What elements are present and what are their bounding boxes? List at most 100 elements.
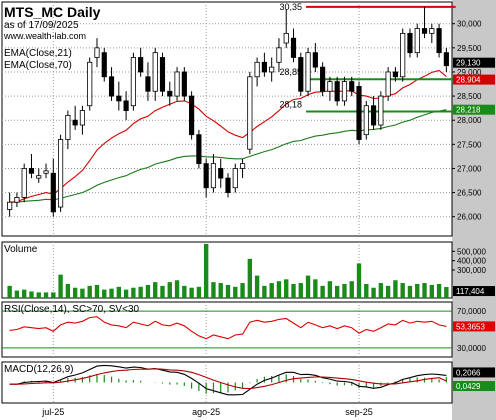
price-tick-label: 27,000 bbox=[457, 164, 482, 173]
candle-body bbox=[429, 28, 435, 34]
volume-bar bbox=[305, 275, 311, 298]
candle-body bbox=[28, 168, 35, 174]
candle bbox=[225, 173, 231, 198]
candle bbox=[356, 81, 362, 145]
volume-bar bbox=[436, 284, 442, 298]
volume-tick-label: 500,000 bbox=[457, 247, 486, 256]
candle bbox=[203, 158, 209, 198]
volume-bar bbox=[7, 285, 12, 298]
volume-bar bbox=[102, 289, 107, 298]
candle-body bbox=[72, 119, 78, 126]
candle-body bbox=[94, 47, 100, 58]
candle bbox=[58, 134, 64, 212]
volume-bar bbox=[298, 283, 303, 298]
candle-body bbox=[312, 52, 318, 68]
candle-body bbox=[363, 105, 369, 136]
support-label: 28,18 bbox=[280, 100, 303, 110]
date-line: as of 17/09/2025 bbox=[4, 20, 79, 31]
volume-bar bbox=[422, 283, 427, 298]
candle bbox=[363, 100, 369, 140]
volume-bar bbox=[356, 263, 362, 298]
volume-bar bbox=[160, 285, 165, 298]
volume-bar bbox=[233, 286, 238, 298]
candle bbox=[436, 23, 442, 58]
candle bbox=[123, 91, 129, 121]
candle bbox=[276, 38, 282, 72]
volume-bar bbox=[269, 283, 274, 298]
candle bbox=[167, 81, 173, 106]
volume-bar bbox=[262, 285, 267, 298]
candle-body bbox=[378, 95, 384, 126]
candle-body bbox=[65, 114, 71, 140]
volume-bar bbox=[138, 286, 143, 298]
rsi-tick-label: 30,0000 bbox=[457, 344, 486, 353]
volume-bar bbox=[415, 284, 420, 298]
candle-body bbox=[232, 168, 238, 189]
volume-bar bbox=[247, 258, 253, 298]
candle bbox=[101, 47, 107, 82]
candle bbox=[232, 163, 238, 193]
panel-frame-macd bbox=[1, 361, 453, 404]
volume-bar bbox=[393, 280, 398, 298]
candle bbox=[218, 158, 224, 188]
candle bbox=[130, 52, 136, 111]
candle-body bbox=[356, 86, 362, 140]
volume-bar bbox=[276, 281, 282, 298]
candle bbox=[36, 168, 42, 183]
candle-body bbox=[58, 139, 64, 208]
candle-body bbox=[36, 175, 42, 179]
volume-bar bbox=[407, 285, 413, 298]
candle bbox=[385, 67, 391, 101]
volume-bar bbox=[167, 282, 172, 298]
candle-body bbox=[290, 37, 297, 58]
candle bbox=[196, 129, 202, 169]
candle bbox=[159, 52, 166, 97]
volume-bar bbox=[14, 290, 20, 298]
volume-bar bbox=[313, 279, 318, 298]
support-label: 28,85 bbox=[280, 67, 303, 77]
price-tick-label: 28,000 bbox=[457, 116, 482, 125]
candle-body bbox=[152, 52, 158, 92]
x-axis-label: sep-25 bbox=[345, 407, 373, 417]
volume-bar bbox=[371, 287, 376, 298]
candle-body bbox=[283, 32, 289, 44]
candle bbox=[87, 57, 93, 111]
panel-frame-rsi bbox=[1, 301, 453, 358]
candle bbox=[50, 158, 56, 217]
macd-signal-badge-bg bbox=[453, 381, 495, 392]
volume-bar bbox=[189, 287, 194, 298]
candle-body bbox=[261, 61, 267, 73]
macd-signal-line bbox=[9, 368, 447, 390]
volume-bar bbox=[196, 286, 202, 298]
candle bbox=[407, 28, 413, 58]
volume-bar bbox=[240, 283, 245, 298]
macd-panel-label: MACD(12,26,9) bbox=[4, 364, 73, 375]
candle bbox=[400, 28, 406, 82]
candle-body bbox=[320, 66, 326, 92]
macd-badge-bg bbox=[453, 367, 495, 378]
volume-bar bbox=[342, 284, 347, 298]
volume-bar bbox=[123, 289, 129, 298]
volume-bar bbox=[116, 286, 122, 298]
rsi-panel-label: RSI(Close,14), SC>70, SV<30 bbox=[4, 304, 140, 315]
candle-body bbox=[7, 201, 13, 210]
candle bbox=[210, 153, 217, 193]
candle bbox=[174, 67, 180, 101]
volume-bar bbox=[94, 284, 100, 298]
candle bbox=[370, 96, 377, 130]
candle bbox=[261, 52, 267, 77]
candle-body bbox=[189, 95, 195, 136]
rsi-badge-bg bbox=[453, 321, 495, 332]
candle-body bbox=[392, 71, 398, 78]
candle-body bbox=[225, 177, 231, 193]
candle-body bbox=[130, 57, 136, 107]
macd-badge: 0,2066 bbox=[456, 368, 481, 377]
candle bbox=[392, 67, 398, 82]
candle bbox=[349, 76, 355, 97]
candle-body bbox=[414, 28, 420, 54]
price-tick-label: 29,500 bbox=[457, 44, 482, 53]
volume-bar bbox=[58, 274, 63, 298]
candle bbox=[290, 28, 297, 63]
volume-bar bbox=[29, 291, 34, 298]
candle-body bbox=[108, 76, 115, 97]
